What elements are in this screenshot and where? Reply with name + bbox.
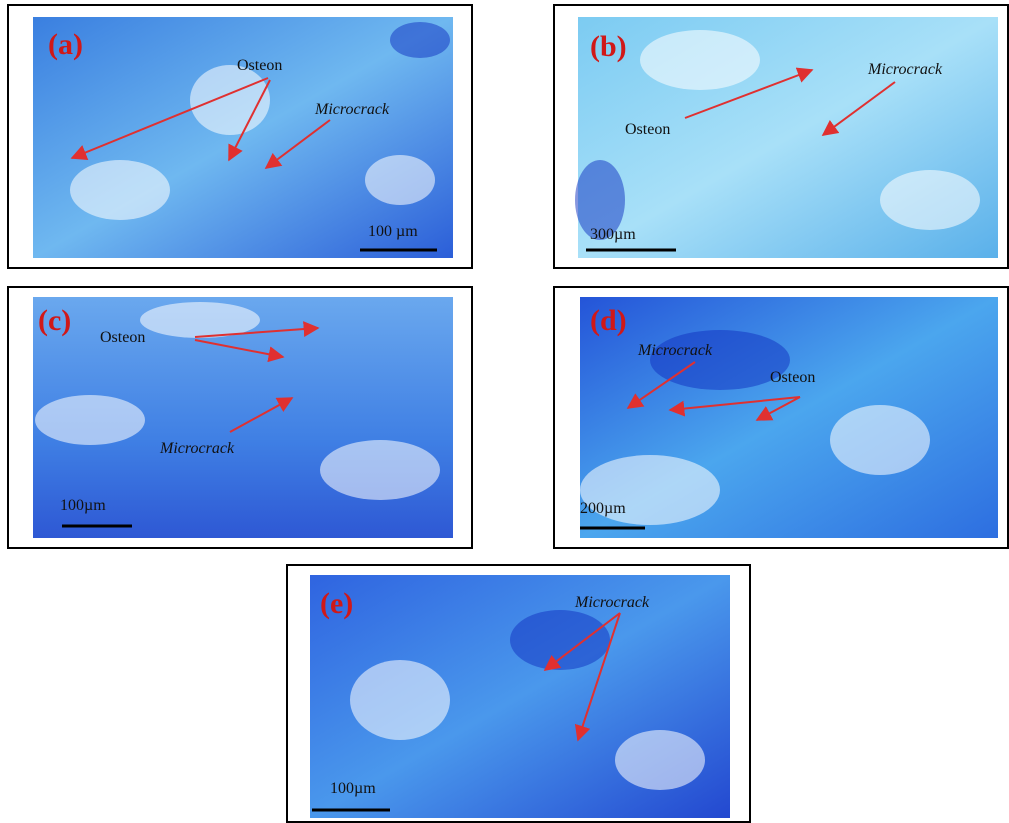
panel-label: (b)	[590, 30, 627, 63]
scale-label: 300µm	[590, 226, 636, 243]
panel-a: (a) Osteon Microcrack 100 µm	[8, 5, 472, 268]
texture	[320, 440, 440, 500]
annotation: Osteon	[100, 329, 145, 346]
micrograph	[33, 17, 453, 258]
annotation: Microcrack	[159, 440, 235, 457]
annotation: Microcrack	[314, 101, 390, 118]
texture	[880, 170, 980, 230]
scale-label: 200µm	[580, 500, 626, 517]
scale-label: 100µm	[330, 780, 376, 797]
annotation: Microcrack	[574, 594, 650, 611]
annotation: Microcrack	[637, 342, 713, 359]
texture	[35, 395, 145, 445]
texture	[650, 330, 790, 390]
scale-label: 100µm	[60, 497, 106, 514]
texture	[390, 22, 450, 58]
panel-label: (e)	[320, 587, 353, 620]
panel-b: (b) Microcrack Osteon 300µm	[554, 5, 1008, 268]
annotation: Osteon	[625, 121, 670, 138]
panel-d: (d) Microcrack Osteon 200µm	[554, 287, 1008, 548]
figure: (a) Osteon Microcrack 100 µm (b) Microcr…	[0, 0, 1009, 823]
texture	[640, 30, 760, 90]
annotation: Osteon	[770, 369, 815, 386]
annotation: Osteon	[237, 57, 282, 74]
annotation: Microcrack	[867, 61, 943, 78]
texture	[510, 610, 610, 670]
texture	[190, 65, 270, 135]
panel-label: (a)	[48, 28, 83, 61]
panel-c: (c) Osteon Microcrack 100µm	[8, 287, 472, 548]
texture	[350, 660, 450, 740]
texture	[365, 155, 435, 205]
texture	[615, 730, 705, 790]
texture	[70, 160, 170, 220]
panel-label: (d)	[590, 304, 627, 337]
panel-label: (c)	[38, 304, 71, 337]
scale-label: 100 µm	[368, 223, 418, 240]
page: (a) Osteon Microcrack 100 µm (b) Microcr…	[0, 0, 1009, 823]
texture	[830, 405, 930, 475]
panel-e: (e) Microcrack 100µm	[287, 565, 750, 822]
